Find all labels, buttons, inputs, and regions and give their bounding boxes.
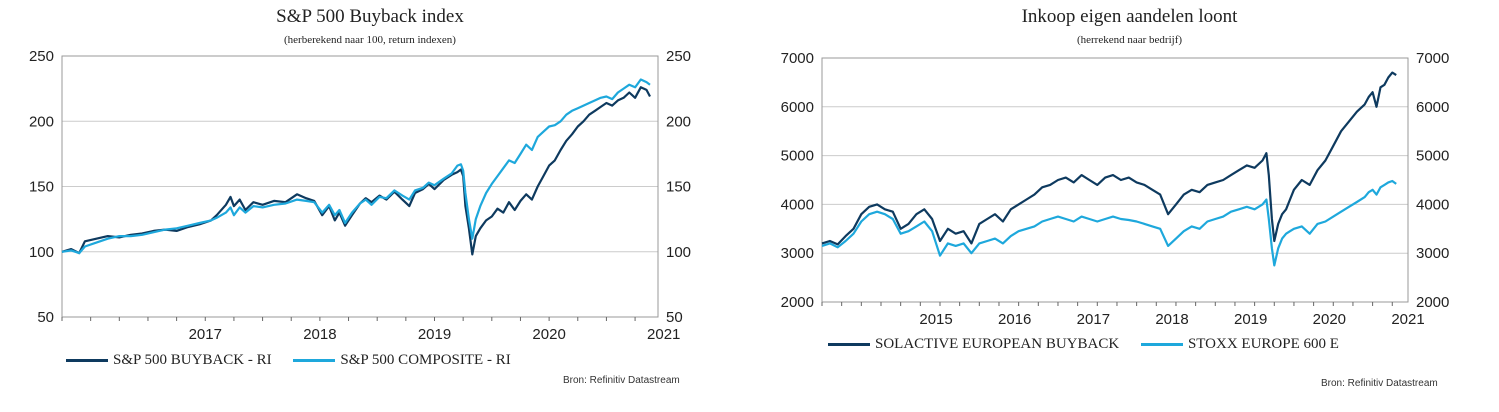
y-tick-label-left: 6000: [781, 99, 814, 116]
legend-label: SOLACTIVE EUROPEAN BUYBACK: [875, 336, 1120, 352]
series-line: [61, 86, 651, 256]
x-tick-label: 2016: [998, 311, 1031, 328]
x-tick-label: 2018: [303, 326, 336, 343]
x-tick-label: 2020: [532, 326, 565, 343]
chart-svg: 50 50 100 100 150 150 200 200 250 250 2017 2018 2019…: [29, 48, 691, 343]
y-tick-label-left: 100: [29, 244, 54, 261]
y-tick-label-left: 50: [37, 309, 54, 326]
legend-swatch: [293, 359, 336, 362]
y-tick-label-left: 200: [29, 113, 54, 130]
plot-frame: [821, 57, 1409, 303]
y-tick-label-right: 250: [666, 48, 691, 65]
y-tick-label-right: 2000: [1416, 294, 1449, 311]
series-line: [821, 179, 1397, 267]
y-tick-label-right: 100: [666, 244, 691, 261]
y-tick-label-right: 5000: [1416, 148, 1449, 165]
y-tick-label-left: 2000: [781, 294, 814, 311]
x-tick-label: 2020: [1313, 311, 1346, 328]
chart-panel-european-buyback: Inkoop eigen aandelen loont (herrekend n…: [760, 0, 1499, 412]
y-tick-label-right: 4000: [1416, 196, 1449, 213]
legend-label: S&P 500 COMPOSITE - RI: [340, 352, 511, 368]
series-line: [821, 71, 1397, 246]
source-note: Bron: Refinitiv Datastream: [563, 375, 680, 386]
x-tick-label: 2015: [919, 311, 952, 328]
x-tick-label: 2017: [1077, 311, 1110, 328]
y-tick-label-right: 7000: [1416, 50, 1449, 67]
y-tick-label-left: 5000: [781, 148, 814, 165]
y-tick-label-right: 50: [666, 309, 683, 326]
y-tick-label-right: 6000: [1416, 99, 1449, 116]
legend-item: SOLACTIVE EUROPEAN BUYBACK: [828, 336, 1119, 353]
chart-legend: SOLACTIVE EUROPEAN BUYBACK STOXX EUROPE …: [828, 334, 1357, 353]
legend-item: STOXX EUROPE 600 E: [1140, 336, 1339, 353]
chart-title: Inkoop eigen aandelen loont: [1021, 6, 1238, 27]
y-tick-label-left: 7000: [781, 50, 814, 67]
legend-swatch: [66, 359, 108, 362]
legend-item: S&P 500 COMPOSITE - RI: [293, 352, 511, 369]
y-tick-label-right: 150: [666, 179, 691, 196]
chart-title: S&P 500 Buyback index: [276, 6, 464, 27]
x-tick-label: 2021: [647, 326, 680, 343]
x-tick-label: 2018: [1155, 311, 1188, 328]
legend-label: S&P 500 BUYBACK - RI: [113, 352, 272, 368]
x-tick-label: 2019: [1234, 311, 1267, 328]
chart-subtitle: (herrekend naar bedrijf): [1076, 34, 1183, 46]
chart-legend: S&P 500 BUYBACK - RI S&P 500 COMPOSITE -…: [66, 350, 529, 369]
plot-frame: [61, 55, 659, 318]
legend-label: STOXX EUROPE 600 E: [1187, 336, 1339, 352]
y-tick-label-left: 4000: [781, 196, 814, 213]
series-line: [61, 78, 651, 255]
chart-panel-buyback-index: S&P 500 Buyback index (herberekend naar …: [0, 0, 740, 412]
source-note: Bron: Refinitiv Datastream: [1321, 378, 1438, 389]
y-tick-label-left: 3000: [781, 245, 814, 262]
x-tick-label: 2019: [418, 326, 451, 343]
y-tick-label-left: 150: [29, 179, 54, 196]
chart-subtitle: (herberekend naar 100, return indexen): [284, 34, 456, 46]
legend-swatch: [1140, 343, 1183, 346]
y-tick-label-right: 200: [666, 113, 691, 130]
x-tick-label: 2017: [189, 326, 222, 343]
x-tick-label: 2021: [1391, 311, 1424, 328]
y-tick-label-right: 3000: [1416, 245, 1449, 262]
legend-swatch: [828, 343, 870, 346]
y-tick-label-left: 250: [29, 48, 54, 65]
legend-item: S&P 500 BUYBACK - RI: [66, 352, 272, 369]
chart-svg: 2000 2000 3000 3000 4000 4000 5000 5000 6000 6000…: [781, 50, 1450, 328]
